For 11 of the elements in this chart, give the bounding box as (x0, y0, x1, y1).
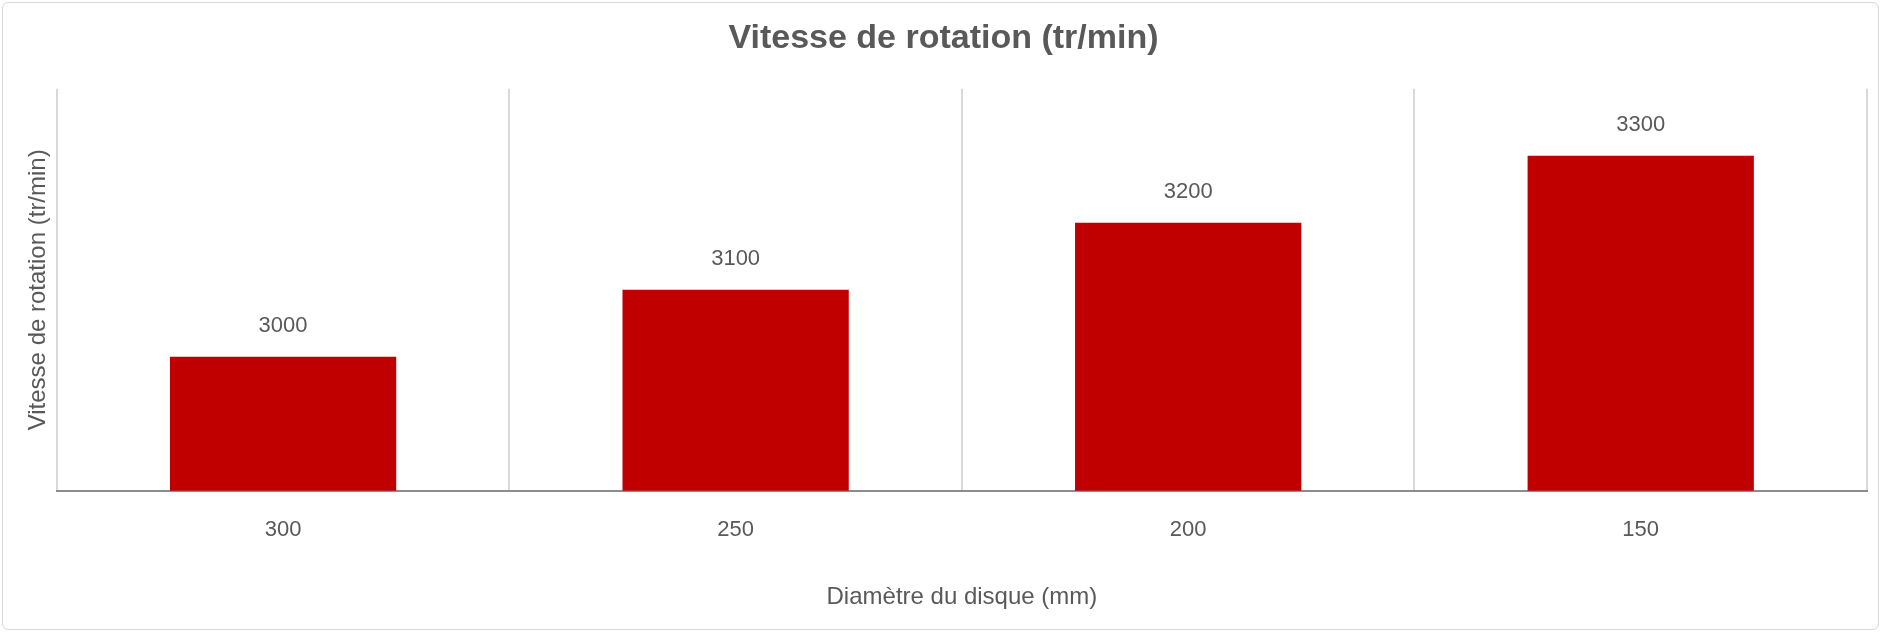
data-label: 3000 (258, 311, 308, 337)
y-axis-title: Vitesse de rotation (tr/min) (23, 149, 51, 431)
data-label: 3100 (711, 244, 761, 270)
x-tick-label: 200 (1169, 516, 1207, 542)
data-label: 3200 (1163, 177, 1213, 203)
x-tick-label: 300 (264, 516, 302, 542)
data-label: 3300 (1616, 110, 1666, 136)
x-axis-title: Diamètre du disque (mm) (826, 582, 1098, 610)
chart-title: Vitesse de rotation (tr/min) (728, 16, 1159, 55)
x-tick-label: 250 (717, 516, 754, 542)
x-tick-label: 150 (1622, 516, 1660, 542)
